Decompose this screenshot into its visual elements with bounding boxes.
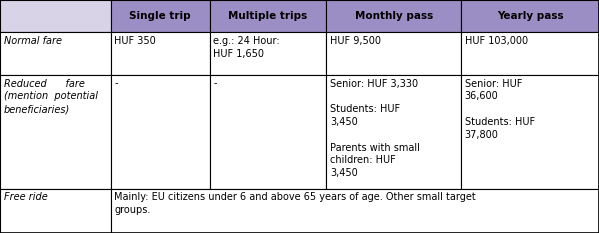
Bar bbox=[326, 75, 461, 189]
Text: Single trip: Single trip bbox=[129, 11, 191, 21]
Bar bbox=[111, 75, 210, 189]
Bar bbox=[111, 0, 210, 32]
Text: Monthly pass: Monthly pass bbox=[355, 11, 433, 21]
Text: Free ride: Free ride bbox=[4, 192, 47, 202]
Bar bbox=[210, 75, 326, 189]
Bar bbox=[210, 32, 326, 75]
Text: Mainly: EU citizens under 6 and above 65 years of age. Other small target
groups: Mainly: EU citizens under 6 and above 65… bbox=[114, 192, 476, 215]
Text: Reduced      fare
(mention  potential
beneficiaries): Reduced fare (mention potential benefici… bbox=[4, 79, 98, 114]
Bar bbox=[111, 189, 599, 233]
Text: -: - bbox=[114, 79, 118, 89]
Bar bbox=[461, 75, 599, 189]
Bar bbox=[326, 0, 461, 32]
Text: e.g.: 24 Hour:
HUF 1,650: e.g.: 24 Hour: HUF 1,650 bbox=[213, 36, 280, 59]
Text: Yearly pass: Yearly pass bbox=[497, 11, 564, 21]
Bar bbox=[326, 32, 461, 75]
Bar bbox=[0, 189, 111, 233]
Text: Normal fare: Normal fare bbox=[4, 36, 62, 46]
Text: HUF 350: HUF 350 bbox=[114, 36, 156, 46]
Bar bbox=[461, 0, 599, 32]
Bar bbox=[0, 0, 111, 32]
Text: HUF 9,500: HUF 9,500 bbox=[330, 36, 381, 46]
Text: HUF 103,000: HUF 103,000 bbox=[465, 36, 528, 46]
Bar bbox=[111, 32, 210, 75]
Text: Senior: HUF
36,600

Students: HUF
37,800: Senior: HUF 36,600 Students: HUF 37,800 bbox=[465, 79, 535, 140]
Text: Multiple trips: Multiple trips bbox=[228, 11, 308, 21]
Text: -: - bbox=[213, 79, 217, 89]
Text: Senior: HUF 3,330

Students: HUF
3,450

Parents with small
children: HUF
3,450: Senior: HUF 3,330 Students: HUF 3,450 Pa… bbox=[330, 79, 420, 178]
Bar bbox=[0, 75, 111, 189]
Bar bbox=[0, 32, 111, 75]
Bar bbox=[210, 0, 326, 32]
Bar bbox=[461, 32, 599, 75]
